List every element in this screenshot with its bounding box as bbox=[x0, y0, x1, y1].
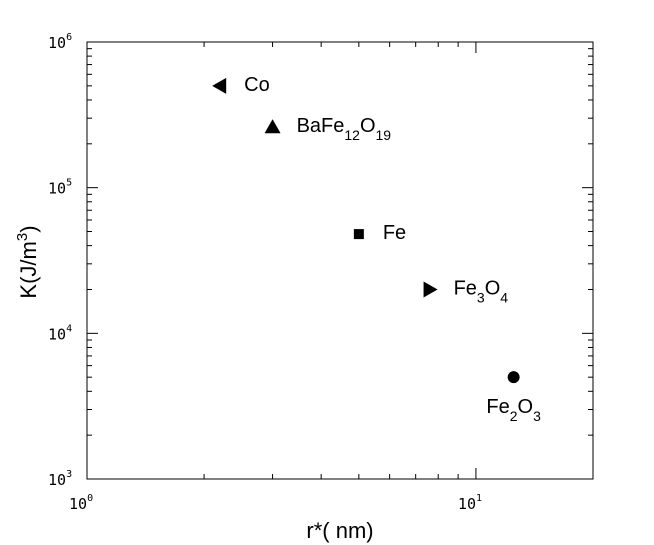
point-label: Fe3O4 bbox=[454, 277, 509, 305]
data-points bbox=[212, 77, 520, 384]
data-point-circle bbox=[507, 371, 520, 384]
y-axis-title: K(J/m3) bbox=[14, 225, 41, 298]
y-tick-label: 103 bbox=[48, 469, 72, 489]
data-point-triangle-left bbox=[212, 77, 227, 94]
y-tick-label: 104 bbox=[48, 323, 72, 343]
axis-ticks bbox=[86, 41, 594, 480]
y-tick-label: 105 bbox=[48, 178, 72, 198]
point-label: Fe2O3 bbox=[486, 396, 541, 424]
x-axis-title: r*( nm) bbox=[306, 518, 373, 543]
tick-labels: 103 104 105 106 100 101 bbox=[48, 32, 482, 513]
data-point-triangle-right bbox=[423, 281, 438, 298]
data-point-square bbox=[353, 229, 364, 240]
point-label: Co bbox=[244, 74, 270, 96]
point-label: Fe bbox=[383, 222, 406, 244]
point-labels: Co BaFe12O19 Fe Fe3O4 Fe2O3 bbox=[244, 74, 541, 424]
plot-frame bbox=[86, 41, 594, 480]
data-point-triangle-up bbox=[264, 119, 281, 134]
x-tick-label: 101 bbox=[458, 493, 482, 513]
point-label: BaFe12O19 bbox=[297, 115, 392, 143]
x-tick-label: 100 bbox=[69, 493, 93, 513]
y-tick-label: 106 bbox=[48, 32, 72, 52]
